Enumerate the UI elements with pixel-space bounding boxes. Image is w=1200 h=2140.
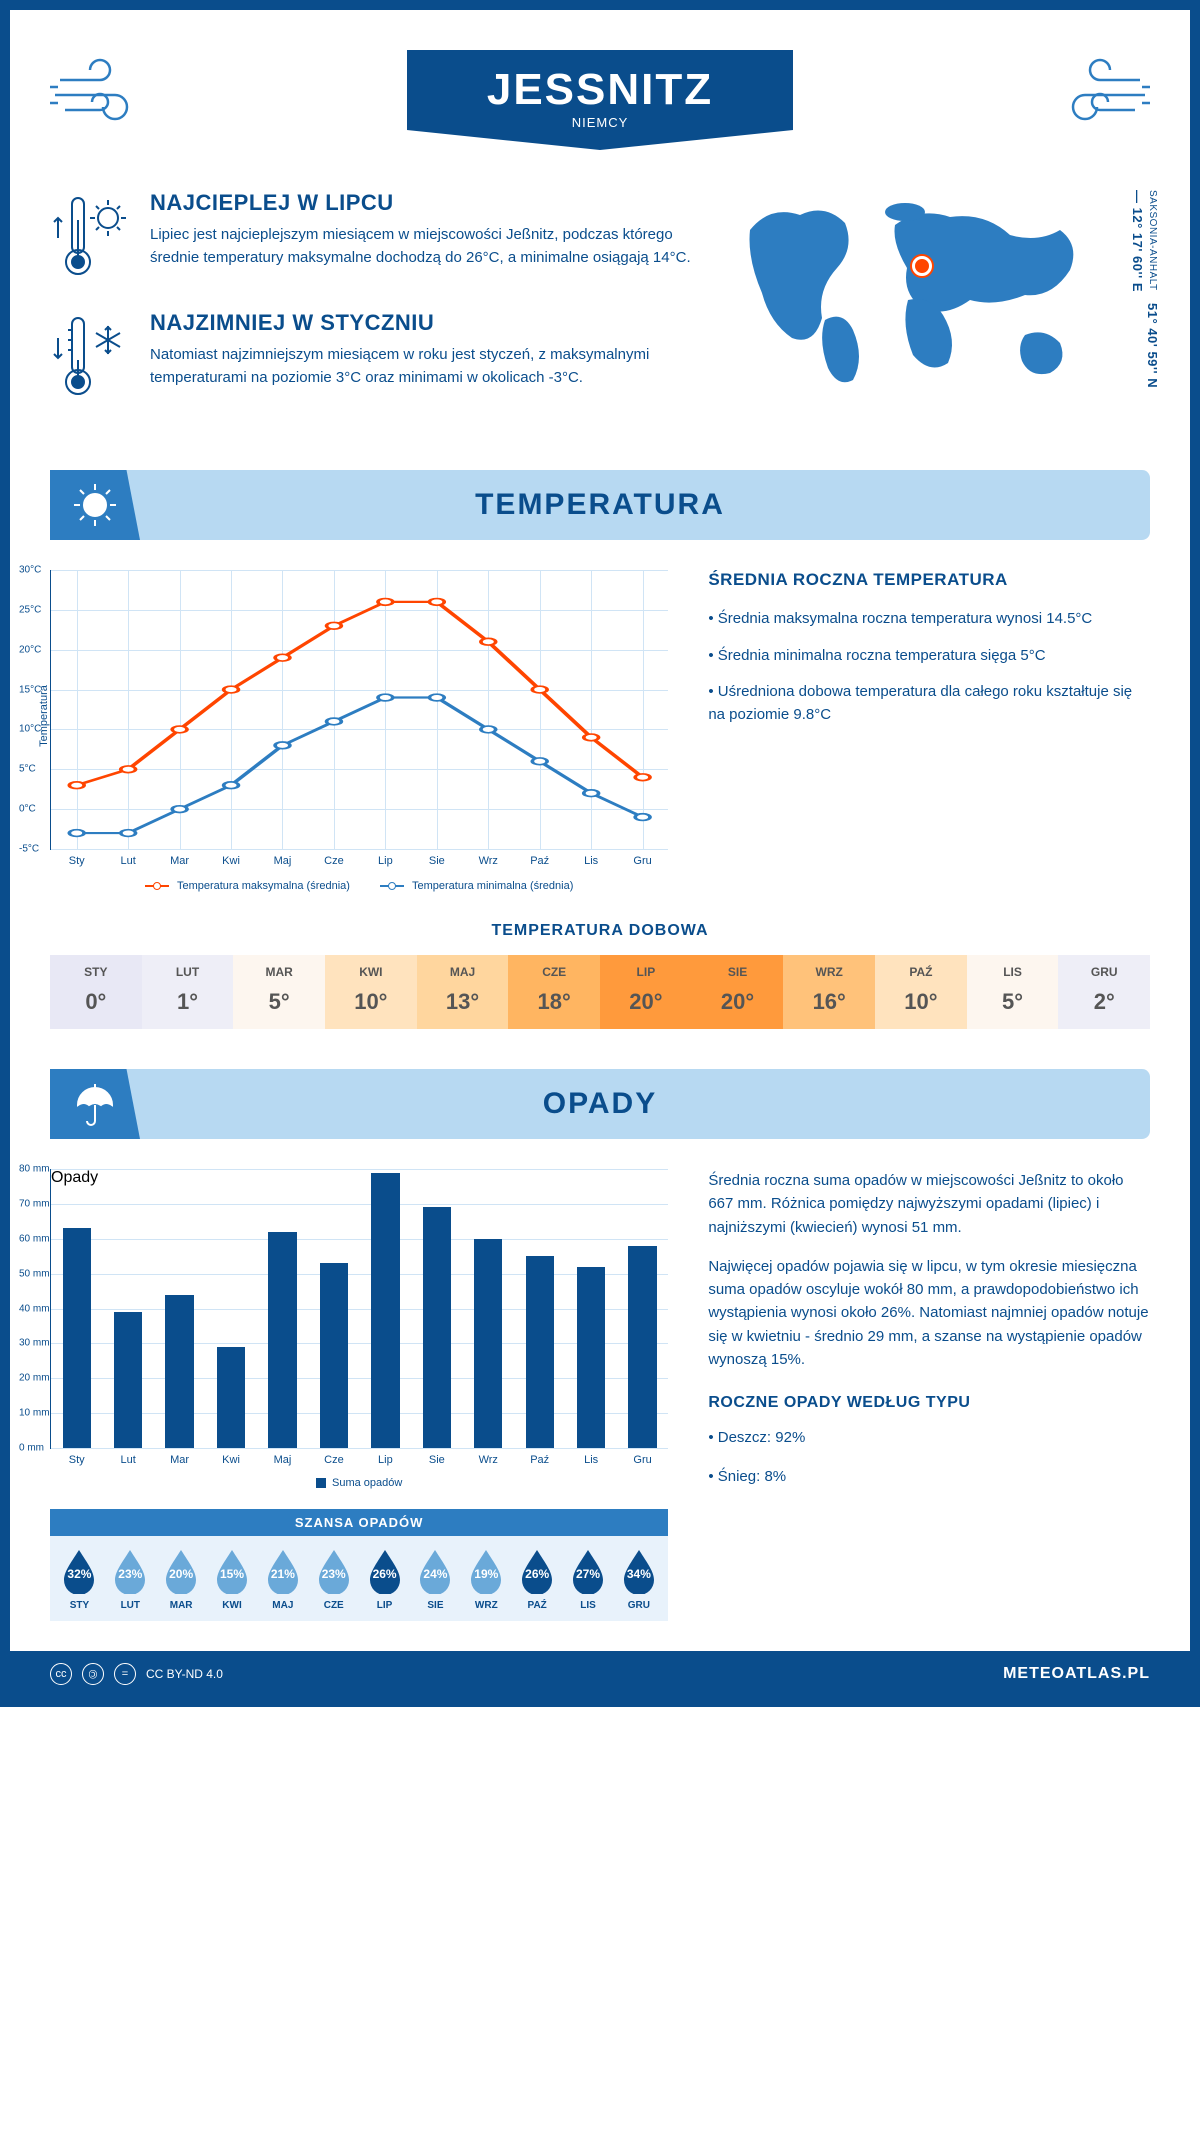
chance-cell: 32% STY [54,1548,105,1611]
section-temperature: TEMPERATURA [50,470,1150,540]
fact-hot-text: Lipiec jest najcieplejszym miesiącem w m… [150,224,700,269]
daily-cell: SIE20° [692,955,784,1029]
country-name: NIEMCY [487,115,713,130]
fact-hottest: NAJCIEPLEJ W LIPCU Lipiec jest najcieple… [50,190,700,285]
city-name: JESSNITZ [487,65,713,115]
wind-icon [50,55,160,140]
daily-cell: MAJ13° [417,955,509,1029]
temperature-summary: ŚREDNIA ROCZNA TEMPERATURA • Średnia mak… [708,570,1150,892]
chance-cell: 19% WRZ [461,1548,512,1611]
coordinates: SAKSONIA-ANHALT 51° 40' 59'' N — 12° 17'… [1130,190,1160,390]
daily-cell: LUT1° [142,955,234,1029]
bullet: • Średnia minimalna roczna temperatura s… [708,645,1150,668]
chance-cell: 23% LUT [105,1548,156,1611]
header: JESSNITZ NIEMCY [50,40,1150,160]
bullet: • Średnia maksymalna roczna temperatura … [708,608,1150,631]
sun-icon [50,470,140,540]
chance-cell: 20% MAR [156,1548,207,1611]
daily-temp-table: STY0° LUT1° MAR5° KWI10° MAJ13° CZE18° L… [50,955,1150,1029]
bullet: • Śnieg: 8% [708,1465,1150,1488]
chance-cell: 34% GRU [613,1548,664,1611]
temperature-line-chart: 30°C 25°C 20°C 15°C 10°C 5°C 0°C -5°C Te… [50,570,668,850]
chart-ylabel: Temperatura [38,685,50,747]
bullet: • Uśredniona dobowa temperatura dla całe… [708,681,1150,726]
chance-cell: 26% LIP [359,1548,410,1611]
daily-cell: MAR5° [233,955,325,1029]
fact-coldest: NAJZIMNIEJ W STYCZNIU Natomiast najzimni… [50,310,700,405]
license-text: CC BY-ND 4.0 [146,1667,223,1681]
nd-icon: = [114,1663,136,1685]
umbrella-icon [50,1069,140,1139]
footer: cc 🄯 = CC BY-ND 4.0 METEOATLAS.PL [10,1651,1190,1697]
section-title: TEMPERATURA [475,488,725,522]
site-name: METEOATLAS.PL [1003,1665,1150,1683]
daily-cell: LIS5° [967,955,1059,1029]
chance-cell: 27% LIS [563,1548,614,1611]
chance-cell: 21% MAJ [257,1548,308,1611]
daily-cell: STY0° [50,955,142,1029]
chart-legend: Temperatura maksymalna (średnia) Tempera… [50,880,668,892]
daily-cell: WRZ16° [783,955,875,1029]
fact-cold-text: Natomiast najzimniejszym miesiącem w rok… [150,344,700,389]
chance-cell: 26% PAŹ [512,1548,563,1611]
title-ribbon: JESSNITZ NIEMCY [407,50,793,150]
section-title: OPADY [543,1087,657,1121]
daily-cell: KWI10° [325,955,417,1029]
thermometer-cold-icon [50,310,130,405]
fact-hot-title: NAJCIEPLEJ W LIPCU [150,190,700,216]
chance-cell: 24% SIE [410,1548,461,1611]
daily-cell: GRU2° [1058,955,1150,1029]
daily-cell: CZE18° [508,955,600,1029]
section-precip: OPADY [50,1069,1150,1139]
daily-cell: LIP20° [600,955,692,1029]
chart-ylabel: Opady [51,1169,668,1187]
chance-cell: 15% KWI [207,1548,258,1611]
wind-icon [1040,55,1150,140]
fact-cold-title: NAJZIMNIEJ W STYCZNIU [150,310,700,336]
bullet: • Deszcz: 92% [708,1426,1150,1449]
cc-icon: cc [50,1663,72,1685]
world-map: SAKSONIA-ANHALT 51° 40' 59'' N — 12° 17'… [730,190,1150,430]
daily-cell: PAŹ10° [875,955,967,1029]
thermometer-hot-icon [50,190,130,285]
precip-summary: Średnia roczna suma opadów w miejscowośc… [708,1169,1150,1621]
daily-temp-title: TEMPERATURA DOBOWA [50,922,1150,940]
precip-chance-table: SZANSA OPADÓW 32% STY 23% LUT 20% MAR 15… [50,1509,668,1621]
bar-legend: Suma opadów [50,1477,668,1489]
by-icon: 🄯 [82,1663,104,1685]
chance-cell: 23% CZE [308,1548,359,1611]
precip-bar-chart: Opady 0 mm 10 mm 20 mm 30 mm 40 mm 50 mm… [50,1169,668,1449]
